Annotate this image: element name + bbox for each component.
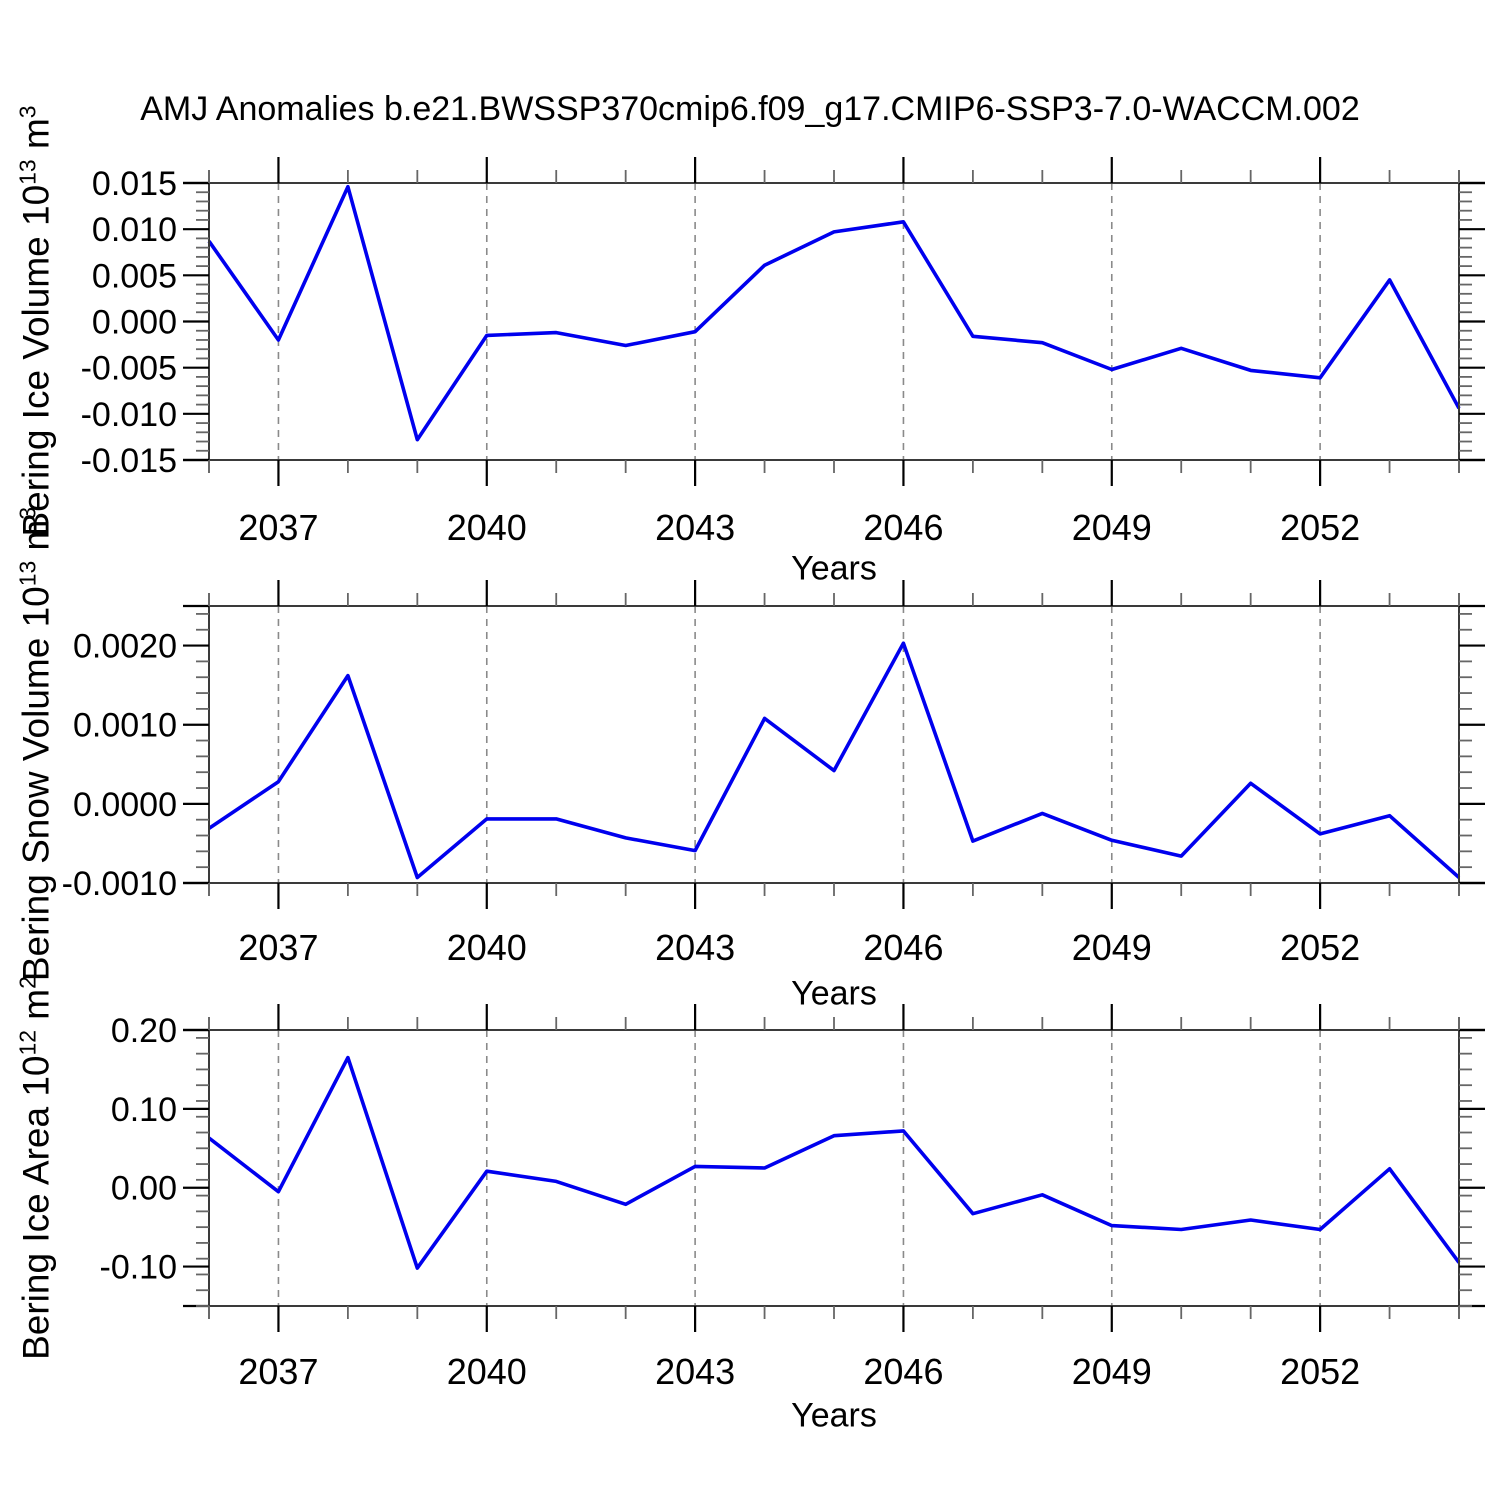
x-tick-labels: 2037 2040 2043 2046 2049 2052 <box>238 507 1360 548</box>
plot-frame <box>208 605 1460 884</box>
x-tick-label: 2052 <box>1280 1351 1360 1392</box>
x-axis-title-chart1: Years <box>791 549 877 588</box>
x-tick-labels: 2037 2040 2043 2046 2049 2052 <box>238 927 1360 968</box>
y-title-exponent: 12 <box>14 1029 41 1056</box>
ticks <box>183 580 1485 909</box>
chart-bering-ice-area: 0.20 0.10 0.00 -0.10 2037 2040 2043 2046 2049 205… <box>100 1004 1485 1392</box>
y-title-unit: m <box>15 988 57 1030</box>
x-tick-label: 2049 <box>1072 927 1152 968</box>
y-title-unit-exponent: 2 <box>14 976 41 989</box>
x-tick-label: 2037 <box>238 927 318 968</box>
data-line <box>207 641 1461 880</box>
y-axis-title-snow-volume: Bering Snow Volume 1013 m3 <box>14 507 57 981</box>
chart-bering-snow-volume: 0.0020 0.0010 0.0000 -0.0010 2037 2040 2043 204… <box>62 580 1485 968</box>
y-tick-label: 0.20 <box>111 1012 177 1050</box>
y-tick-label: -0.010 <box>81 396 177 434</box>
chart-bering-ice-volume: 0.015 0.010 0.005 0.000 -0.005 -0.010 -0.015 20… <box>81 157 1485 548</box>
y-tick-label: 0.0010 <box>73 707 177 745</box>
x-tick-label: 2049 <box>1072 1351 1152 1392</box>
x-tick-label: 2037 <box>238 507 318 548</box>
y-tick-label: 0.0000 <box>73 786 177 824</box>
y-axis-title-ice-volume: Bering Ice Volume 1013 m3 <box>14 105 57 536</box>
y-tick-labels: 0.015 0.010 0.005 0.000 -0.005 -0.010 -0.015 <box>81 165 177 480</box>
y-title-exponent: 13 <box>14 159 41 185</box>
y-title-exponent: 13 <box>14 560 41 587</box>
gridlines <box>277 1030 1321 1306</box>
x-tick-label: 2043 <box>655 507 735 548</box>
y-tick-label: -0.005 <box>81 350 177 388</box>
y-axis-title-ice-area: Bering Ice Area 1012 m2 <box>14 976 57 1360</box>
y-tick-labels: 0.0020 0.0010 0.0000 -0.0010 <box>62 628 177 903</box>
y-tick-label: 0.010 <box>92 211 177 249</box>
y-tick-label: 0.000 <box>92 304 177 342</box>
x-tick-label: 2049 <box>1072 507 1152 548</box>
x-tick-label: 2046 <box>863 1351 943 1392</box>
y-title-text: Bering Snow Volume 10 <box>15 586 57 982</box>
y-tick-label: -0.0010 <box>62 865 177 903</box>
y-tick-label: 0.0020 <box>73 628 177 666</box>
y-title-text: Bering Ice Volume 10 <box>15 184 57 537</box>
x-tick-label: 2046 <box>863 927 943 968</box>
y-tick-label: 0.005 <box>92 257 177 295</box>
x-tick-label: 2046 <box>863 507 943 548</box>
data-line <box>207 184 1461 442</box>
y-title-unit-exponent: 3 <box>14 105 41 119</box>
y-tick-label: 0.015 <box>92 165 177 203</box>
y-title-text: Bering Ice Area 10 <box>15 1055 57 1360</box>
ticks <box>183 1004 1485 1332</box>
data-line <box>207 1055 1461 1270</box>
y-title-unit: m <box>15 118 57 160</box>
x-tick-label: 2040 <box>447 1351 527 1392</box>
y-tick-label: -0.10 <box>100 1249 178 1287</box>
x-tick-label: 2040 <box>447 507 527 548</box>
x-tick-labels: 2037 2040 2043 2046 2049 2052 <box>238 1351 1360 1392</box>
plot-frame <box>208 1029 1460 1307</box>
gridlines <box>277 183 1321 460</box>
y-tick-labels: 0.20 0.10 0.00 -0.10 <box>100 1012 178 1287</box>
plot-title: AMJ Anomalies b.e21.BWSSP370cmip6.f09_g1… <box>140 90 1360 128</box>
x-tick-label: 2052 <box>1280 507 1360 548</box>
y-title-unit-exponent: 3 <box>14 506 41 520</box>
x-tick-label: 2040 <box>447 927 527 968</box>
y-title-unit: m <box>15 519 57 561</box>
ticks <box>183 157 1485 486</box>
y-tick-label: -0.015 <box>81 442 177 480</box>
y-tick-label: 0.10 <box>111 1091 177 1129</box>
x-axis-title-chart3: Years <box>791 1396 877 1435</box>
x-tick-label: 2052 <box>1280 927 1360 968</box>
x-tick-label: 2043 <box>655 1351 735 1392</box>
plot-frame <box>208 182 1460 461</box>
x-axis-title-chart2: Years <box>791 974 877 1013</box>
y-tick-label: 0.00 <box>111 1170 177 1208</box>
x-tick-label: 2037 <box>238 1351 318 1392</box>
x-tick-label: 2043 <box>655 927 735 968</box>
